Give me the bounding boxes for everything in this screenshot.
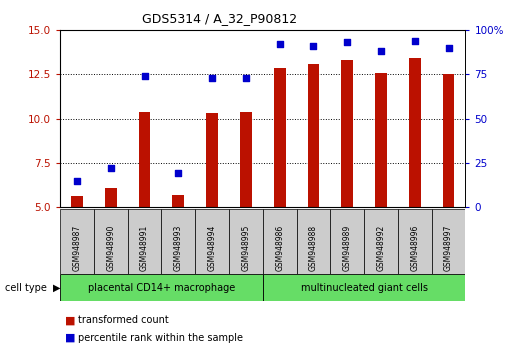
Text: GSM948986: GSM948986: [275, 225, 284, 271]
Bar: [308, 64, 320, 207]
Bar: [128, 209, 162, 274]
Bar: [206, 113, 218, 207]
Text: GSM948991: GSM948991: [140, 225, 149, 271]
Point: [309, 43, 317, 49]
Point: [208, 75, 217, 81]
Text: placental CD14+ macrophage: placental CD14+ macrophage: [88, 282, 235, 293]
Text: percentile rank within the sample: percentile rank within the sample: [78, 333, 243, 343]
Point: [377, 48, 385, 54]
Text: GSM948987: GSM948987: [73, 225, 82, 271]
Text: GSM948995: GSM948995: [242, 225, 251, 271]
Text: GDS5314 / A_32_P90812: GDS5314 / A_32_P90812: [142, 12, 297, 25]
Bar: [60, 209, 94, 274]
Point: [411, 38, 419, 44]
Bar: [139, 112, 151, 207]
Bar: [94, 209, 128, 274]
Bar: [375, 73, 387, 207]
Point: [174, 171, 183, 176]
Bar: [398, 209, 431, 274]
Point: [242, 75, 250, 81]
Text: transformed count: transformed count: [78, 315, 169, 325]
Text: GSM948993: GSM948993: [174, 225, 183, 271]
Text: GSM948989: GSM948989: [343, 225, 352, 271]
Text: multinucleated giant cells: multinucleated giant cells: [301, 282, 428, 293]
Bar: [274, 68, 286, 207]
Text: cell type: cell type: [5, 282, 47, 293]
Bar: [229, 209, 263, 274]
Point: [445, 45, 453, 51]
Text: GSM948994: GSM948994: [208, 225, 217, 271]
Bar: [263, 209, 297, 274]
Bar: [105, 188, 117, 207]
Point: [73, 178, 81, 183]
Text: ▶: ▶: [53, 282, 60, 293]
Text: GSM948990: GSM948990: [106, 225, 115, 271]
Text: GSM948997: GSM948997: [444, 225, 453, 271]
Point: [343, 40, 351, 45]
Bar: [60, 274, 263, 301]
Point: [107, 165, 115, 171]
Bar: [162, 209, 195, 274]
Text: GSM948992: GSM948992: [377, 225, 385, 271]
Point: [140, 73, 149, 79]
Point: [276, 41, 284, 47]
Text: GSM948996: GSM948996: [411, 225, 419, 271]
Bar: [409, 58, 420, 207]
Bar: [240, 113, 252, 207]
Bar: [331, 209, 364, 274]
Bar: [342, 60, 353, 207]
Bar: [442, 74, 454, 207]
Bar: [71, 196, 83, 207]
Bar: [263, 274, 465, 301]
Bar: [297, 209, 331, 274]
Bar: [195, 209, 229, 274]
Text: ■: ■: [65, 333, 76, 343]
Bar: [431, 209, 465, 274]
Bar: [173, 195, 184, 207]
Text: ■: ■: [65, 315, 76, 325]
Text: GSM948988: GSM948988: [309, 225, 318, 271]
Bar: [364, 209, 398, 274]
